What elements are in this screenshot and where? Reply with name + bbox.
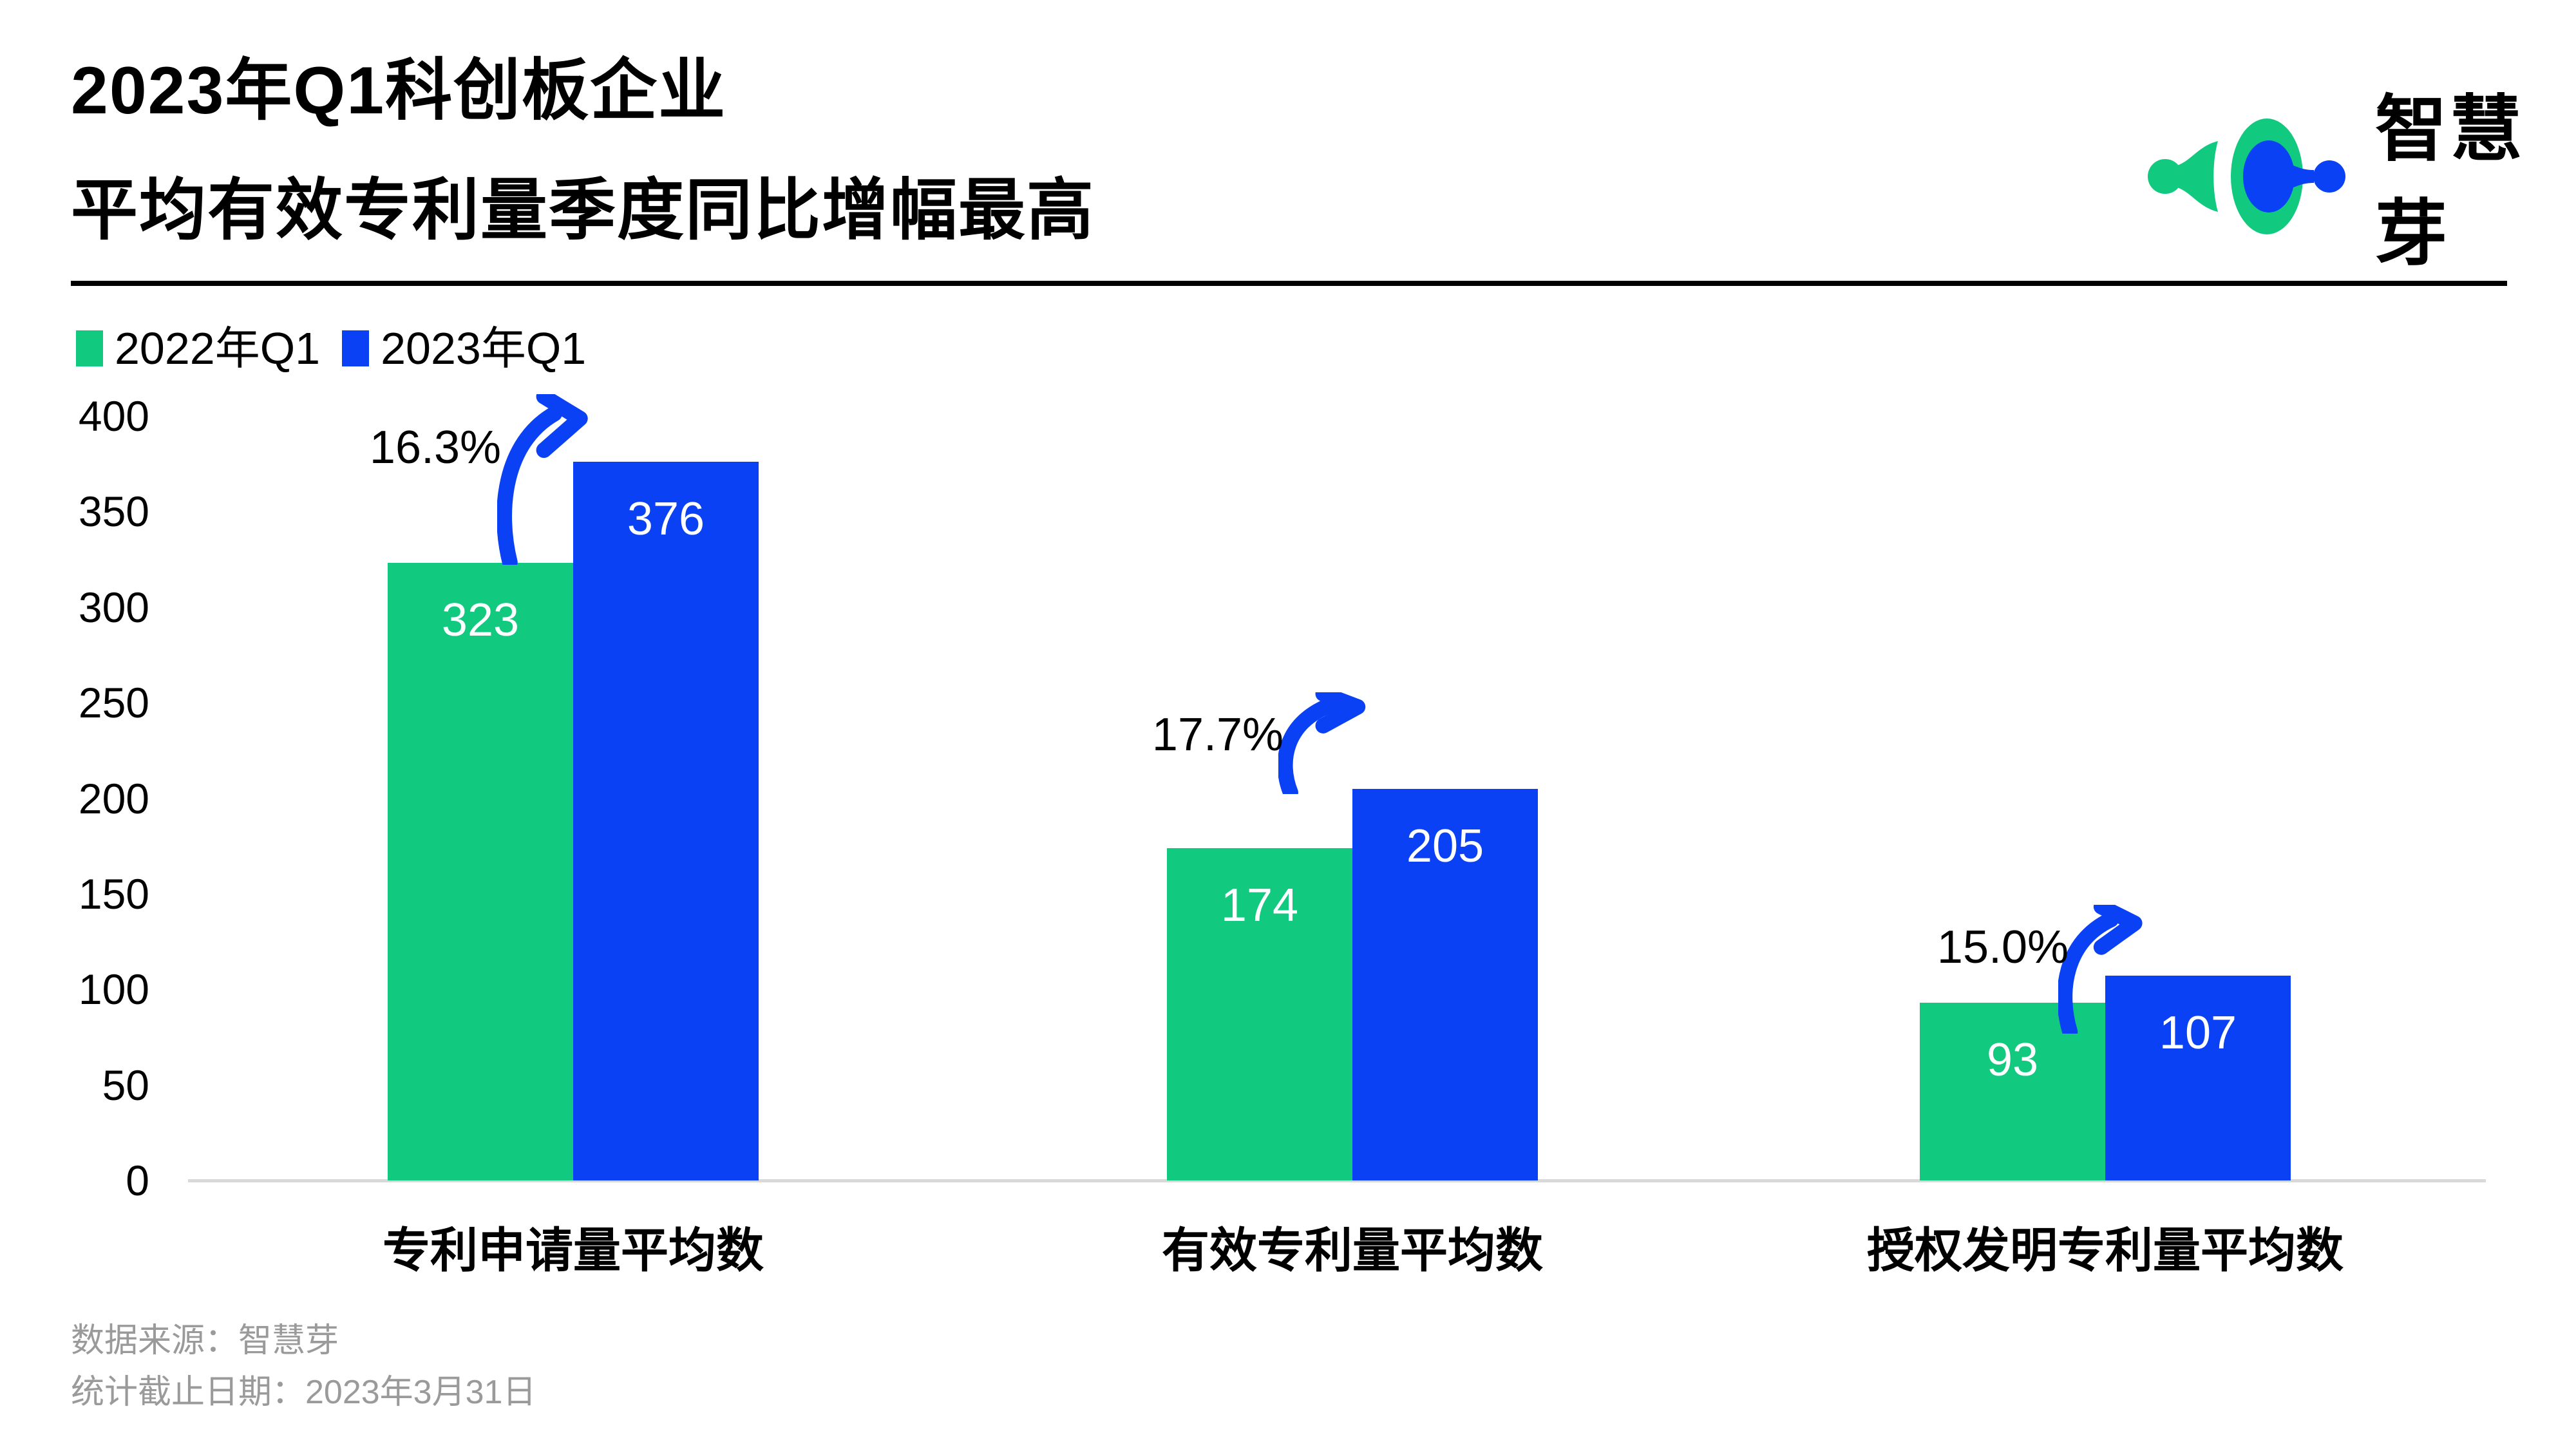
legend-swatch-icon	[76, 330, 103, 366]
bar-2023年Q1: 107	[2105, 976, 2291, 1180]
x-category-label: 专利申请量平均数	[383, 1224, 764, 1277]
brand-logo-text: 智慧芽	[2375, 89, 2524, 274]
legend-label: 2022年Q1	[115, 323, 321, 374]
bar-value-label: 376	[627, 493, 705, 545]
y-tick-label: 150	[78, 869, 149, 918]
y-tick-label: 250	[78, 679, 149, 727]
y-tick-label: 200	[78, 774, 149, 822]
footer-date: 统计截止日期：2023年3月31日	[71, 1374, 536, 1411]
y-tick-label: 300	[78, 583, 149, 631]
bar-value-label: 174	[1220, 880, 1299, 931]
y-tick-label: 350	[78, 488, 149, 536]
bar-value-label: 107	[2159, 1007, 2237, 1059]
page-title-line2: 平均有效专利量季度同比增幅最高	[71, 173, 1095, 248]
growth-percentage-label: 15.0%	[1937, 922, 2069, 973]
growth-arrow-icon	[497, 394, 603, 565]
patsnap-logo-icon	[2145, 114, 2352, 236]
growth-arrow-icon	[2058, 905, 2156, 1034]
bar-value-label: 205	[1406, 820, 1484, 872]
brand-logo: 智慧芽	[2145, 71, 2576, 279]
growth-percentage-label: 16.3%	[369, 422, 502, 473]
x-category-label: 有效专利量平均数	[1162, 1224, 1543, 1277]
growth-percentage-label: 17.7%	[1151, 709, 1284, 761]
chart-legend: 2022年Q1 2023年Q1	[76, 326, 586, 371]
header-divider	[71, 281, 2507, 286]
bar-2022年Q1: 174	[1167, 848, 1352, 1180]
x-axis-line	[188, 1179, 2486, 1182]
y-tick-label: 0	[126, 1157, 149, 1204]
growth-arrow-icon	[1278, 692, 1380, 794]
y-tick-label: 100	[78, 965, 149, 1014]
bar-2023年Q1: 376	[573, 462, 759, 1180]
bar-value-label: 93	[1986, 1034, 2039, 1086]
bar-2022年Q1: 323	[388, 563, 573, 1180]
page-title-line1: 2023年Q1科创板企业	[71, 53, 727, 128]
y-tick-label: 50	[102, 1061, 149, 1109]
footer-source: 数据来源：智慧芽	[71, 1322, 339, 1359]
y-tick-label: 400	[78, 392, 149, 440]
bar-value-label: 323	[441, 594, 520, 646]
legend-item: 2023年Q1	[342, 326, 586, 371]
legend-label: 2023年Q1	[381, 323, 587, 374]
legend-swatch-icon	[342, 330, 370, 366]
page-title: 2023年Q1科创板企业 平均有效专利量季度同比增幅最高	[71, 31, 1095, 270]
x-category-label: 授权发明专利量平均数	[1867, 1224, 2344, 1277]
bar-2023年Q1: 205	[1352, 789, 1538, 1180]
legend-item: 2022年Q1	[76, 326, 320, 371]
bar-2022年Q1: 93	[1920, 1003, 2105, 1180]
